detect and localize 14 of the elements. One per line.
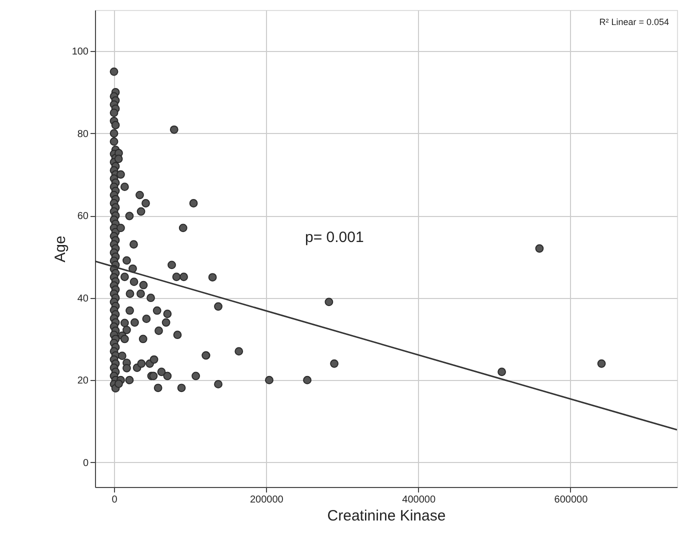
y-axis-title: Age <box>52 236 69 262</box>
x-tick-label: 400000 <box>402 494 436 506</box>
annotation: p= 0.001 <box>305 229 364 246</box>
y-tick-label: 40 <box>77 293 89 304</box>
x-tick-label: 200000 <box>250 494 284 506</box>
y-tick-label: 100 <box>72 46 89 58</box>
x-axis-title: Creatinine Kinase <box>327 508 446 524</box>
y-tick-label: 0 <box>82 458 89 469</box>
y-tick-label: 20 <box>77 376 89 387</box>
y-tick-label: 60 <box>77 211 89 222</box>
x-tick-label: 0 <box>112 494 118 506</box>
y-tick-label: 80 <box>77 128 89 140</box>
x-tick-label: 600000 <box>554 494 588 506</box>
annotation: R² Linear = 0.054 <box>599 17 669 27</box>
